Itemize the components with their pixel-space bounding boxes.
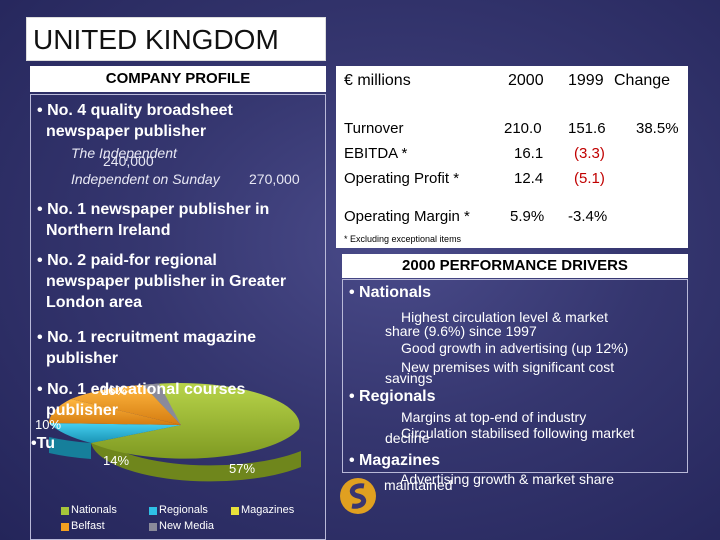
row-operating-profit-2000: 12.4 bbox=[514, 170, 544, 187]
pie-slice-nationals bbox=[49, 423, 181, 443]
table-header-currency: € millions bbox=[344, 72, 411, 89]
profile-item-6: •Tu bbox=[31, 433, 55, 454]
row-label-operating-profit: Operating Profit * bbox=[344, 170, 460, 187]
company-logo-icon bbox=[340, 478, 376, 514]
profile-line: newspaper publisher bbox=[46, 123, 207, 140]
legend-swatch-belfast bbox=[61, 523, 69, 531]
pie-slice-new-media bbox=[143, 383, 181, 425]
drivers-panel: • Nationals Highest circulation level & … bbox=[342, 279, 688, 473]
bullet-marker: • bbox=[37, 201, 43, 218]
profile-item-3: • No. 2 paid-for regional newspaper publ… bbox=[37, 250, 286, 313]
legend-nationals: Nationals bbox=[71, 504, 117, 516]
legend-regionals: Regionals bbox=[159, 504, 208, 516]
legend-new-media: New Media bbox=[159, 520, 215, 532]
pie-slice-magazines bbox=[71, 385, 181, 425]
table-footnote: * Excluding exceptional items bbox=[344, 234, 462, 244]
profile-line: No. 4 quality broadsheet bbox=[47, 102, 233, 119]
profile-line: No. 1 newspaper publisher in bbox=[47, 201, 270, 218]
page-title: UNITED KINGDOM bbox=[26, 17, 326, 61]
profile-line: No. 1 recruitment magazine bbox=[47, 329, 257, 346]
profile-line: London area bbox=[46, 294, 143, 311]
profile-item-2: • No. 1 newspaper publisher in Northern … bbox=[37, 199, 269, 241]
profile-line: Tu bbox=[36, 435, 55, 452]
profile-line: No. 2 paid-for regional bbox=[47, 252, 217, 269]
driver-line: share (9.6%) since 1997 bbox=[385, 323, 537, 339]
table-header-change: Change bbox=[614, 72, 671, 89]
bullet-marker: • bbox=[31, 435, 37, 452]
company-profile-header: COMPANY PROFILE bbox=[30, 66, 326, 92]
pie-label-14: 14% bbox=[103, 453, 129, 468]
pie-side-green bbox=[91, 427, 301, 482]
sunday-value: 270,000 bbox=[249, 171, 300, 187]
driver-line: Circulation stabilised following market bbox=[401, 425, 635, 441]
table-header-1999: 1999 bbox=[568, 72, 604, 89]
pie-side-cyan bbox=[49, 437, 91, 459]
row-turnover-2000: 210.0 bbox=[504, 120, 542, 137]
profile-line: newspaper publisher in Greater bbox=[46, 273, 287, 290]
legend-belfast: Belfast bbox=[71, 520, 105, 532]
driver-title: Magazines bbox=[359, 452, 440, 469]
sunday-label: Independent on Sunday bbox=[71, 171, 220, 187]
driver-title: Regionals bbox=[359, 388, 436, 405]
profile-item-1: • No. 4 quality broadsheet newspaper pub… bbox=[37, 100, 233, 142]
drivers-header: 2000 PERFORMANCE DRIVERS bbox=[342, 254, 688, 278]
revenue-pie-chart: 57% 14% 10% 16% bbox=[35, 383, 301, 482]
pie-label-57: 57% bbox=[229, 461, 255, 476]
row-label-turnover: Turnover bbox=[344, 120, 404, 137]
legend-magazines: Magazines bbox=[241, 504, 295, 516]
bullet-marker: • bbox=[37, 329, 43, 346]
driver-line: Good growth in advertising (up 12%) bbox=[401, 340, 629, 356]
profile-line: No. 1 educational courses bbox=[47, 381, 246, 398]
driver-line: New premises with significant cost bbox=[401, 359, 615, 375]
profile-item-5: • No. 1 educational courses publisher bbox=[37, 379, 245, 421]
financials-table: € millions 2000 1999 Change Turnover 210… bbox=[336, 66, 688, 248]
independent-value: 240,000 bbox=[103, 153, 154, 169]
row-operating-margin-1999: -3.4% bbox=[568, 208, 608, 225]
driver-regionals: • Regionals bbox=[349, 388, 436, 405]
legend-swatch-regionals bbox=[149, 507, 157, 515]
driver-title: Nationals bbox=[359, 284, 432, 301]
pie-slice-regionals bbox=[91, 383, 300, 459]
driver-line: Margins at top-end of industry bbox=[401, 409, 587, 425]
driver-line: savings bbox=[385, 370, 433, 386]
row-turnover-change: 38.5% bbox=[636, 120, 679, 137]
profile-line: Northern Ireland bbox=[46, 222, 171, 239]
bullet-marker: • bbox=[37, 381, 43, 398]
independent-label: The Independent bbox=[71, 145, 177, 161]
profile-item-4: • No. 1 recruitment magazine publisher bbox=[37, 327, 256, 369]
row-turnover-1999: 151.6 bbox=[568, 120, 606, 137]
pie-label-10: 10% bbox=[35, 417, 61, 432]
row-ebitda-2000: 16.1 bbox=[514, 145, 544, 162]
bullet-marker: • bbox=[37, 252, 43, 269]
driver-nationals: • Nationals bbox=[349, 284, 432, 301]
row-label-ebitda: EBITDA * bbox=[344, 145, 408, 162]
driver-magazines: • Magazines bbox=[349, 452, 440, 469]
driver-line: maintained bbox=[384, 477, 453, 493]
company-profile-panel: • No. 4 quality broadsheet newspaper pub… bbox=[30, 94, 326, 540]
table-header-2000: 2000 bbox=[508, 72, 544, 89]
driver-line: Advertising growth & market share bbox=[400, 471, 614, 487]
bullet-marker: • bbox=[37, 102, 43, 119]
driver-line: Highest circulation level & market bbox=[401, 309, 608, 325]
legend-swatch-magazines bbox=[231, 507, 239, 515]
legend-swatch-new-media bbox=[149, 523, 157, 531]
row-operating-profit-1999: (5.1) bbox=[574, 170, 605, 187]
row-ebitda-1999: (3.3) bbox=[574, 145, 605, 162]
row-label-operating-margin: Operating Margin * bbox=[344, 208, 470, 225]
pie-slice-belfast bbox=[49, 399, 181, 425]
pie-label-16: 16% bbox=[101, 383, 127, 398]
profile-line: publisher bbox=[46, 402, 119, 419]
driver-line: decline bbox=[385, 430, 430, 446]
profile-line: publisher bbox=[46, 350, 119, 367]
row-operating-margin-2000: 5.9% bbox=[510, 208, 545, 225]
legend-swatch-nationals bbox=[61, 507, 69, 515]
